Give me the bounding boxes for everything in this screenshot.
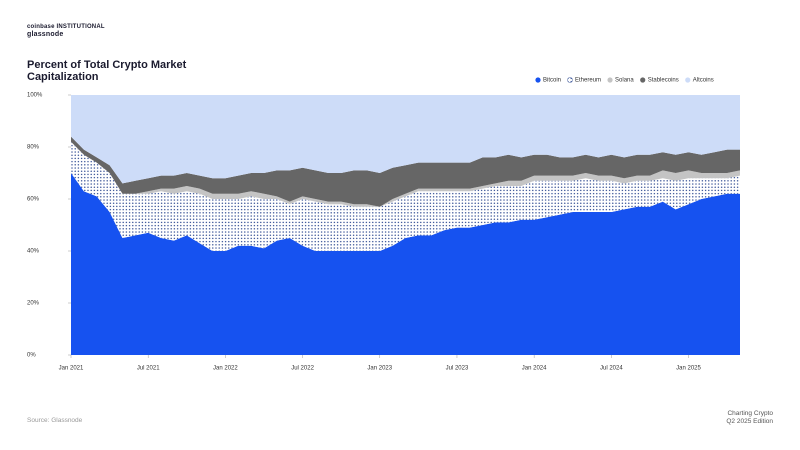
y-tick-label: 80% xyxy=(27,145,40,151)
partner: glassnode xyxy=(27,31,64,38)
area xyxy=(71,95,740,184)
x-tick-label: Jul 2022 xyxy=(291,366,314,372)
area xyxy=(71,136,740,207)
legend-label: Bitcoin xyxy=(543,78,561,84)
legend-marker xyxy=(607,77,613,83)
x-tick-label: Jul 2023 xyxy=(446,366,469,372)
edition: Q2 2025 Edition xyxy=(726,418,773,425)
chart-title: Percent of Total Crypto Market Capitaliz… xyxy=(27,59,187,83)
y-tick-label: 0% xyxy=(27,353,36,359)
brand: coinbase INSTITUTIONAL xyxy=(27,24,105,30)
x-tick-label: Jan 2024 xyxy=(522,366,547,372)
y-tick-label: 40% xyxy=(27,249,40,255)
x-tick-label: Jul 2024 xyxy=(600,366,623,372)
y-tick-label: 60% xyxy=(27,197,40,203)
y-tick-label: 20% xyxy=(27,301,40,307)
x-tick-label: Jan 2023 xyxy=(367,366,392,372)
x-tick-label: Jan 2025 xyxy=(676,366,701,372)
x-tick-label: Jul 2021 xyxy=(137,366,160,372)
legend-marker xyxy=(535,77,541,83)
legend-label: Ethereum xyxy=(575,78,601,84)
legend-marker xyxy=(567,77,573,83)
legend-marker xyxy=(685,77,691,83)
legend-label: Stablecoins xyxy=(648,78,679,84)
publication: Charting Crypto xyxy=(727,410,773,417)
x-tick-label: Jan 2021 xyxy=(59,366,84,372)
source: Source: Glassnode xyxy=(27,417,83,424)
legend-label: Solana xyxy=(615,78,634,84)
y-tick-label: 100% xyxy=(27,93,43,99)
x-tick-label: Jan 2022 xyxy=(213,366,238,372)
area xyxy=(71,173,740,355)
legend-label: Altcoins xyxy=(693,78,714,84)
legend-marker xyxy=(640,77,646,83)
